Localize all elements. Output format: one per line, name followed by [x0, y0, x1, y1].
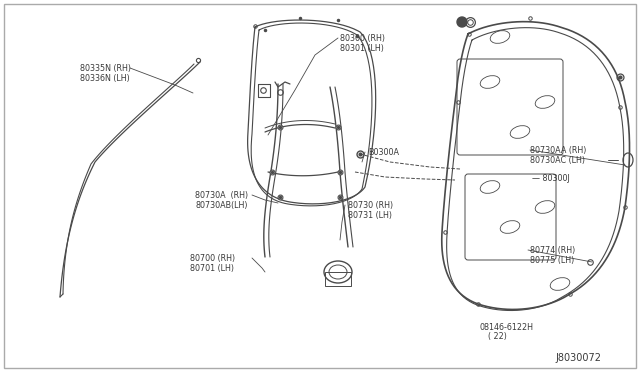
Circle shape	[457, 17, 467, 27]
Text: 08146-6122H: 08146-6122H	[480, 323, 534, 331]
Text: 80701 (LH): 80701 (LH)	[190, 263, 234, 273]
Text: 80730A  (RH): 80730A (RH)	[195, 190, 248, 199]
Text: 80730AA (RH): 80730AA (RH)	[530, 145, 586, 154]
Text: ( 22): ( 22)	[488, 333, 507, 341]
Text: 80335N (RH): 80335N (RH)	[80, 64, 131, 73]
Text: 80300 (RH): 80300 (RH)	[340, 33, 385, 42]
Text: 80731 (LH): 80731 (LH)	[348, 211, 392, 219]
Text: 80774 (RH): 80774 (RH)	[530, 246, 575, 254]
Text: 80336N (LH): 80336N (LH)	[80, 74, 130, 83]
Text: 80730 (RH): 80730 (RH)	[348, 201, 393, 209]
Text: J8030072: J8030072	[555, 353, 601, 363]
Bar	[325, 272, 351, 286]
Text: 80775 (LH): 80775 (LH)	[530, 256, 574, 264]
Text: B0300A: B0300A	[368, 148, 399, 157]
Text: 80700 (RH): 80700 (RH)	[190, 253, 235, 263]
Text: 80301 (LH): 80301 (LH)	[340, 44, 384, 52]
Text: — 80300J: — 80300J	[532, 173, 570, 183]
Text: 80730AC (LH): 80730AC (LH)	[530, 155, 585, 164]
Text: 80730AB(LH): 80730AB(LH)	[195, 201, 248, 209]
